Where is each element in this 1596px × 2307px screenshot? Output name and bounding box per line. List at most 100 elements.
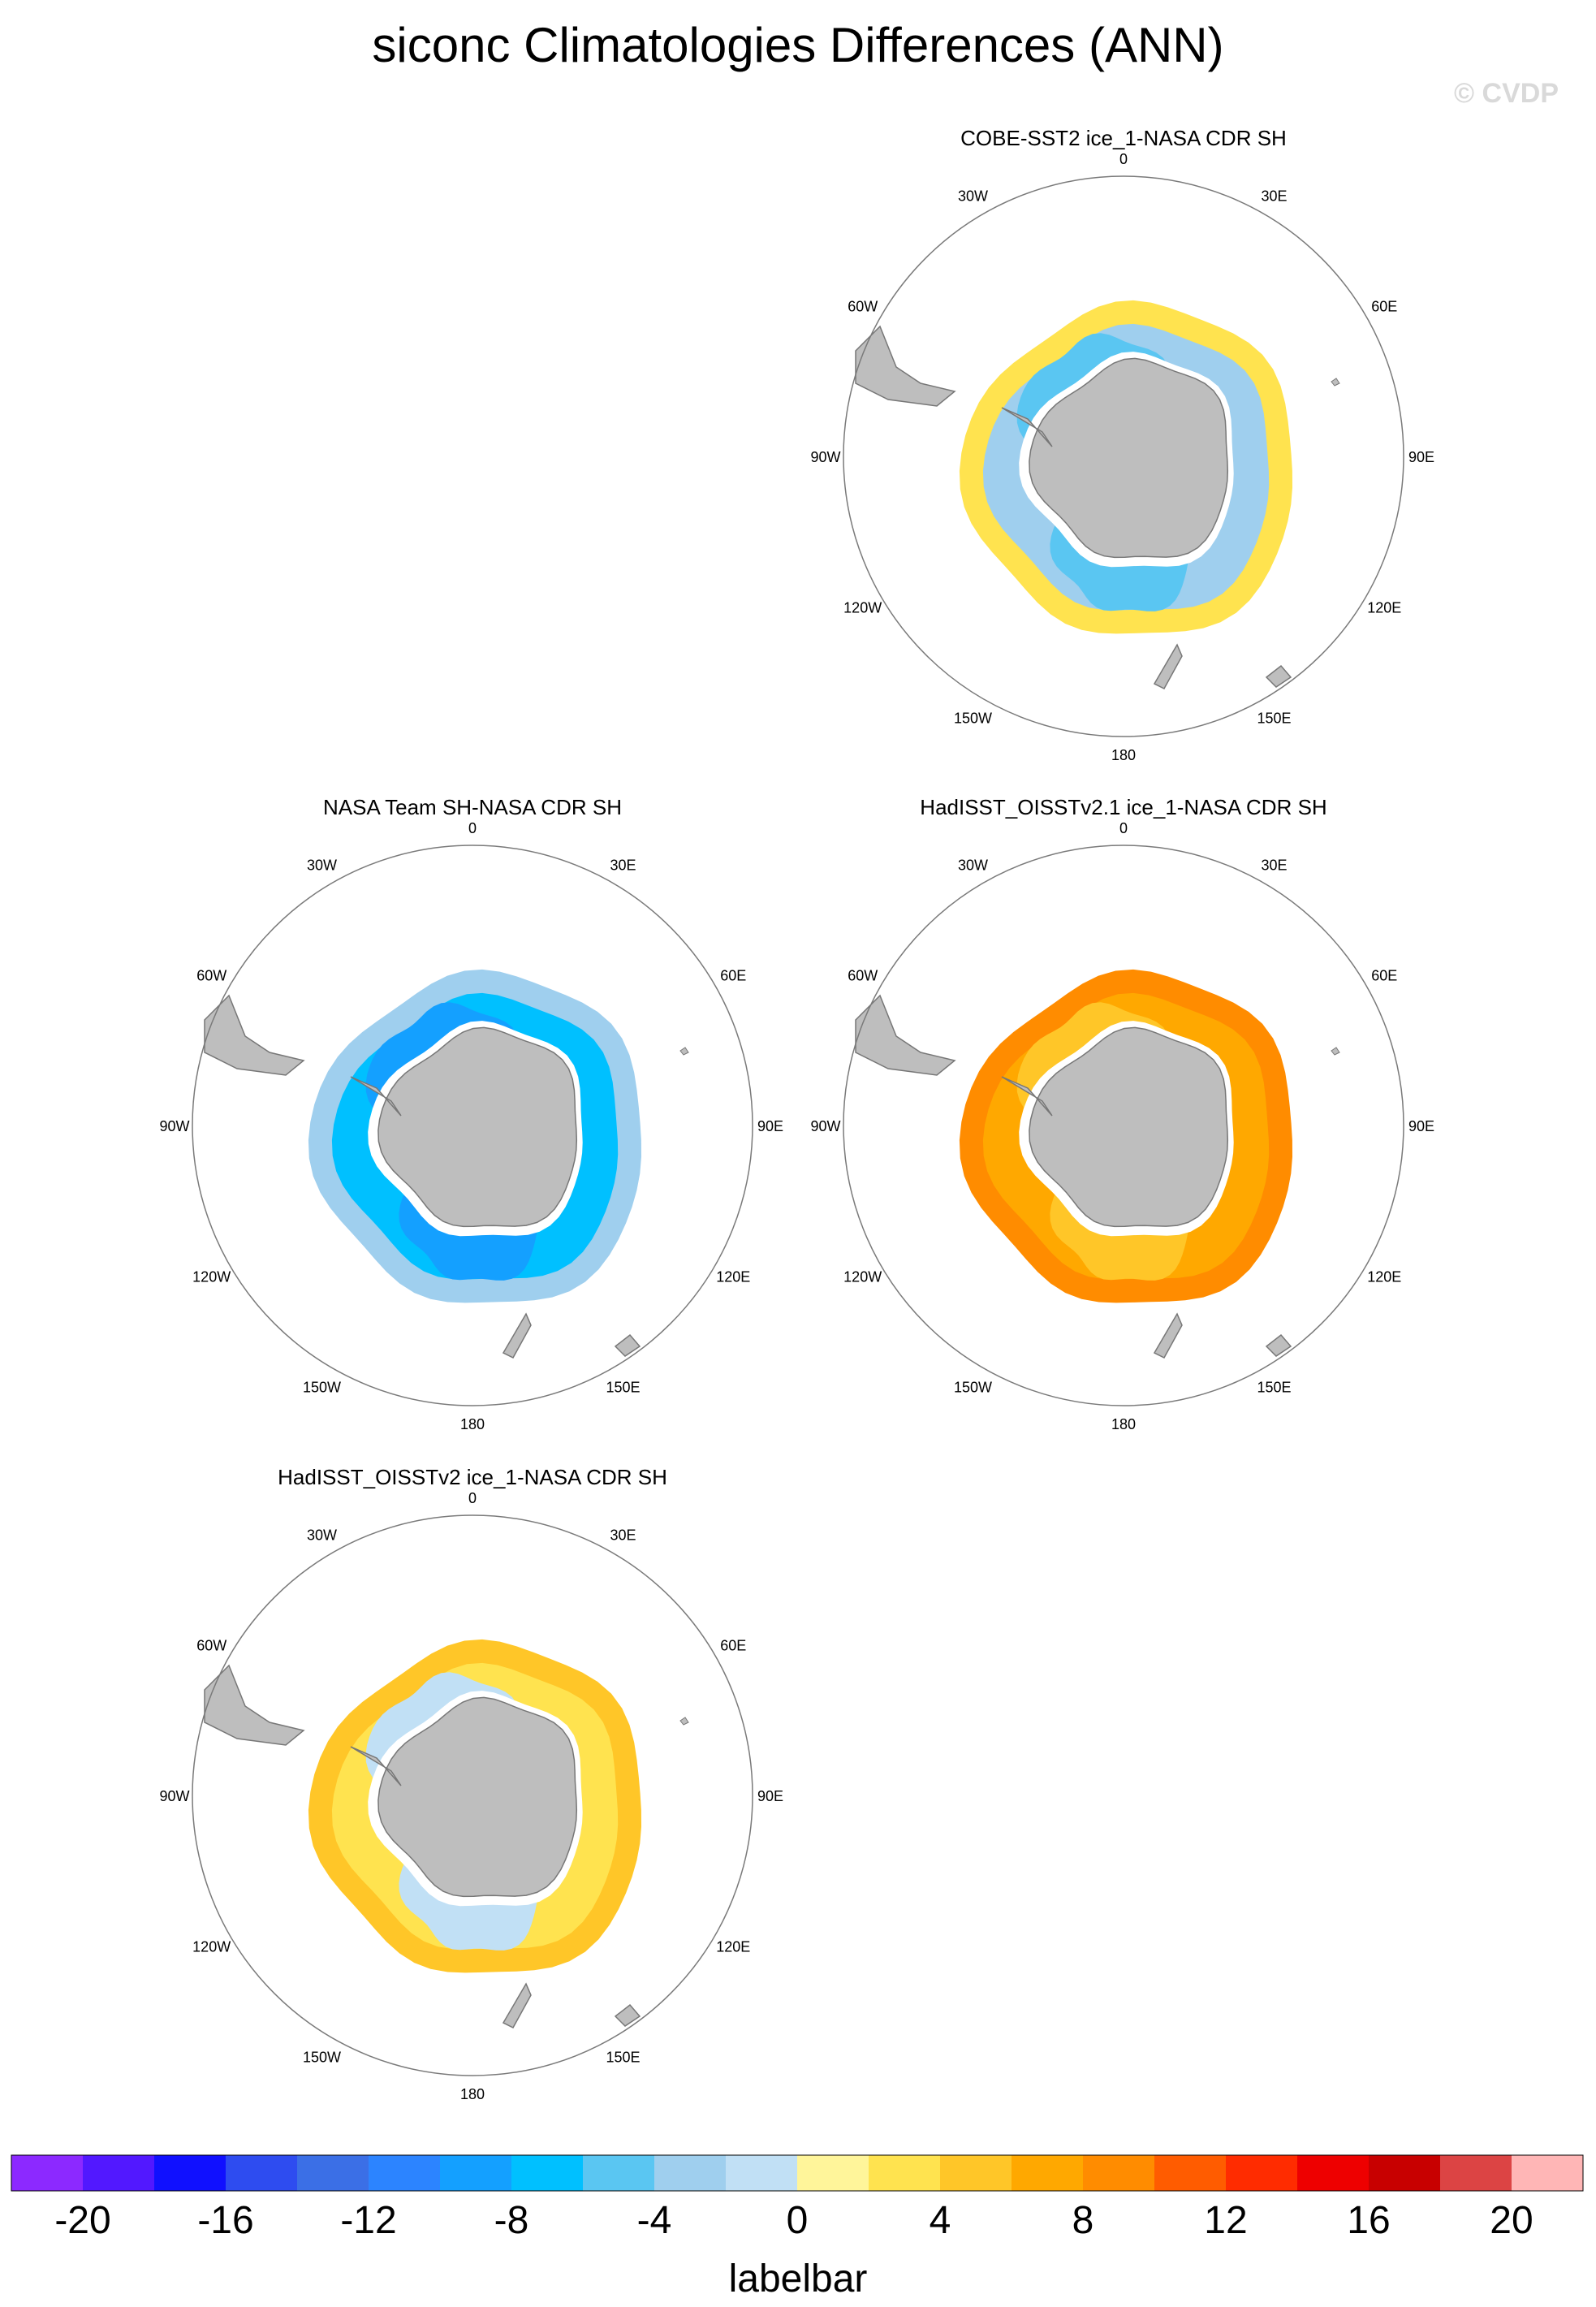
colorbar-swatch <box>154 2155 226 2191</box>
longitude-label: 60W <box>848 968 878 984</box>
south-america-landmass <box>855 325 956 407</box>
kerguelen-island <box>1331 1047 1340 1056</box>
longitude-label: 90W <box>810 449 840 465</box>
longitude-label: 120E <box>1367 1269 1401 1285</box>
longitude-label: 60E <box>720 968 746 984</box>
colorbar-swatch <box>1297 2155 1370 2191</box>
colorbar-tick-label: -8 <box>494 2199 529 2242</box>
longitude-label: 150W <box>303 1379 341 1395</box>
panel-title: NASA Team SH-NASA CDR SH <box>323 795 622 819</box>
longitude-label: 30E <box>610 858 636 874</box>
colorbar-tick-label: -4 <box>637 2199 672 2242</box>
colorbar-tick-label: -12 <box>340 2199 396 2242</box>
colorbar-tick-label: 12 <box>1204 2199 1247 2242</box>
antarctica-landmass <box>1029 357 1229 559</box>
longitude-label: 150W <box>303 2049 341 2065</box>
longitude-label: 0 <box>468 820 477 836</box>
colorbar-swatch <box>654 2155 727 2191</box>
longitude-label: 90W <box>810 1118 840 1134</box>
colorbar-swatch <box>440 2155 512 2191</box>
figure-title: siconc Climatologies Differences (ANN) <box>372 18 1223 72</box>
new-zealand-landmass <box>1153 643 1183 689</box>
colorbar-swatch <box>1512 2155 1584 2191</box>
antarctic-peninsula <box>1001 1076 1053 1117</box>
longitude-label: 150E <box>606 2049 640 2065</box>
longitude-label: 90E <box>757 1118 783 1134</box>
longitude-label: 90E <box>1408 1118 1434 1134</box>
colorbar-swatch <box>511 2155 584 2191</box>
colorbar-swatch <box>1012 2155 1084 2191</box>
longitude-label: 120W <box>192 1939 231 1955</box>
longitude-label: 150E <box>1257 710 1291 726</box>
colorbar-swatch <box>369 2155 441 2191</box>
south-america-landmass <box>204 994 305 1076</box>
longitude-label: 0 <box>468 1490 477 1506</box>
map-panel: HadISST_OISSTv2 ice_1-NASA CDR SH0 30E 60E… <box>159 1465 783 2102</box>
antarctica-landmass <box>1029 1026 1229 1228</box>
colorbar-swatch <box>940 2155 1012 2191</box>
longitude-label: 180 <box>1111 747 1136 763</box>
longitude-label: 120W <box>192 1269 231 1285</box>
antarctic-peninsula <box>350 1746 402 1786</box>
longitude-label: 30E <box>1261 858 1287 874</box>
longitude-label: 120E <box>716 1939 750 1955</box>
antarctic-peninsula <box>1001 407 1053 447</box>
longitude-label: 90W <box>159 1788 189 1804</box>
longitude-label: 30E <box>610 1527 636 1544</box>
longitude-label: 0 <box>1119 151 1128 167</box>
longitude-label: 150E <box>606 1379 640 1395</box>
colorbar-tick-label: 20 <box>1490 2199 1533 2242</box>
longitude-label: 0 <box>1119 820 1128 836</box>
longitude-label: 120E <box>716 1269 750 1285</box>
longitude-label: 30W <box>307 858 337 874</box>
map-panel: NASA Team SH-NASA CDR SH0 30E 60E 90E 120E 15… <box>159 795 783 1432</box>
colorbar-swatch <box>797 2155 869 2191</box>
colorbar-swatch <box>1154 2155 1227 2191</box>
map-panel: COBE-SST2 ice_1-NASA CDR SH0 30E 60E 90E 120… <box>810 126 1434 763</box>
antarctic-peninsula <box>350 1076 402 1117</box>
colorbar-tick-label: 16 <box>1347 2199 1390 2242</box>
longitude-label: 30W <box>307 1527 337 1544</box>
panel-title: HadISST_OISSTv2.1 ice_1-NASA CDR SH <box>920 795 1326 819</box>
colorbar-tick-label: 4 <box>930 2199 951 2242</box>
longitude-label: 120E <box>1367 600 1401 616</box>
map-panel: HadISST_OISSTv2.1 ice_1-NASA CDR SH0 30E 6… <box>810 795 1434 1432</box>
panel-title: HadISST_OISSTv2 ice_1-NASA CDR SH <box>278 1465 667 1489</box>
colorbar-tick-label: -20 <box>54 2199 110 2242</box>
tasmania-landmass <box>614 1333 641 1357</box>
longitude-label: 120W <box>843 600 882 616</box>
colorbar-swatch <box>83 2155 155 2191</box>
longitude-label: 90E <box>757 1788 783 1804</box>
map-boundary <box>192 845 753 1406</box>
longitude-label: 60W <box>196 1638 226 1654</box>
longitude-label: 180 <box>1111 1416 1136 1432</box>
colorbar-swatch <box>1369 2155 1441 2191</box>
colorbar-label: labelbar <box>729 2257 868 2301</box>
longitude-label: 150W <box>954 1379 992 1395</box>
new-zealand-landmass <box>502 1312 532 1359</box>
longitude-label: 60W <box>848 299 878 315</box>
longitude-label: 30W <box>958 188 988 205</box>
new-zealand-landmass <box>1153 1312 1183 1359</box>
longitude-label: 60E <box>1371 299 1397 315</box>
longitude-label: 90E <box>1408 449 1434 465</box>
tasmania-landmass <box>614 2003 641 2027</box>
kerguelen-island <box>679 1047 689 1056</box>
longitude-label: 60W <box>196 968 226 984</box>
longitude-label: 30E <box>1261 188 1287 205</box>
map-panels: COBE-SST2 ice_1-NASA CDR SH030E60E90E120… <box>159 126 1434 2102</box>
colorbar-swatch <box>726 2155 798 2191</box>
longitude-label: 150E <box>1257 1379 1291 1395</box>
longitude-label: 60E <box>720 1638 746 1654</box>
colorbar-tick-label: -16 <box>197 2199 253 2242</box>
antarctica-landmass <box>377 1696 578 1898</box>
south-america-landmass <box>855 994 956 1076</box>
map-boundary <box>192 1514 753 2076</box>
new-zealand-landmass <box>502 1982 532 2028</box>
colorbar-swatch <box>11 2155 84 2191</box>
colorbar-tick-label: 8 <box>1072 2199 1094 2242</box>
longitude-label: 90W <box>159 1118 189 1134</box>
colorbar-tick-label: 0 <box>787 2199 809 2242</box>
tasmania-landmass <box>1265 664 1292 688</box>
